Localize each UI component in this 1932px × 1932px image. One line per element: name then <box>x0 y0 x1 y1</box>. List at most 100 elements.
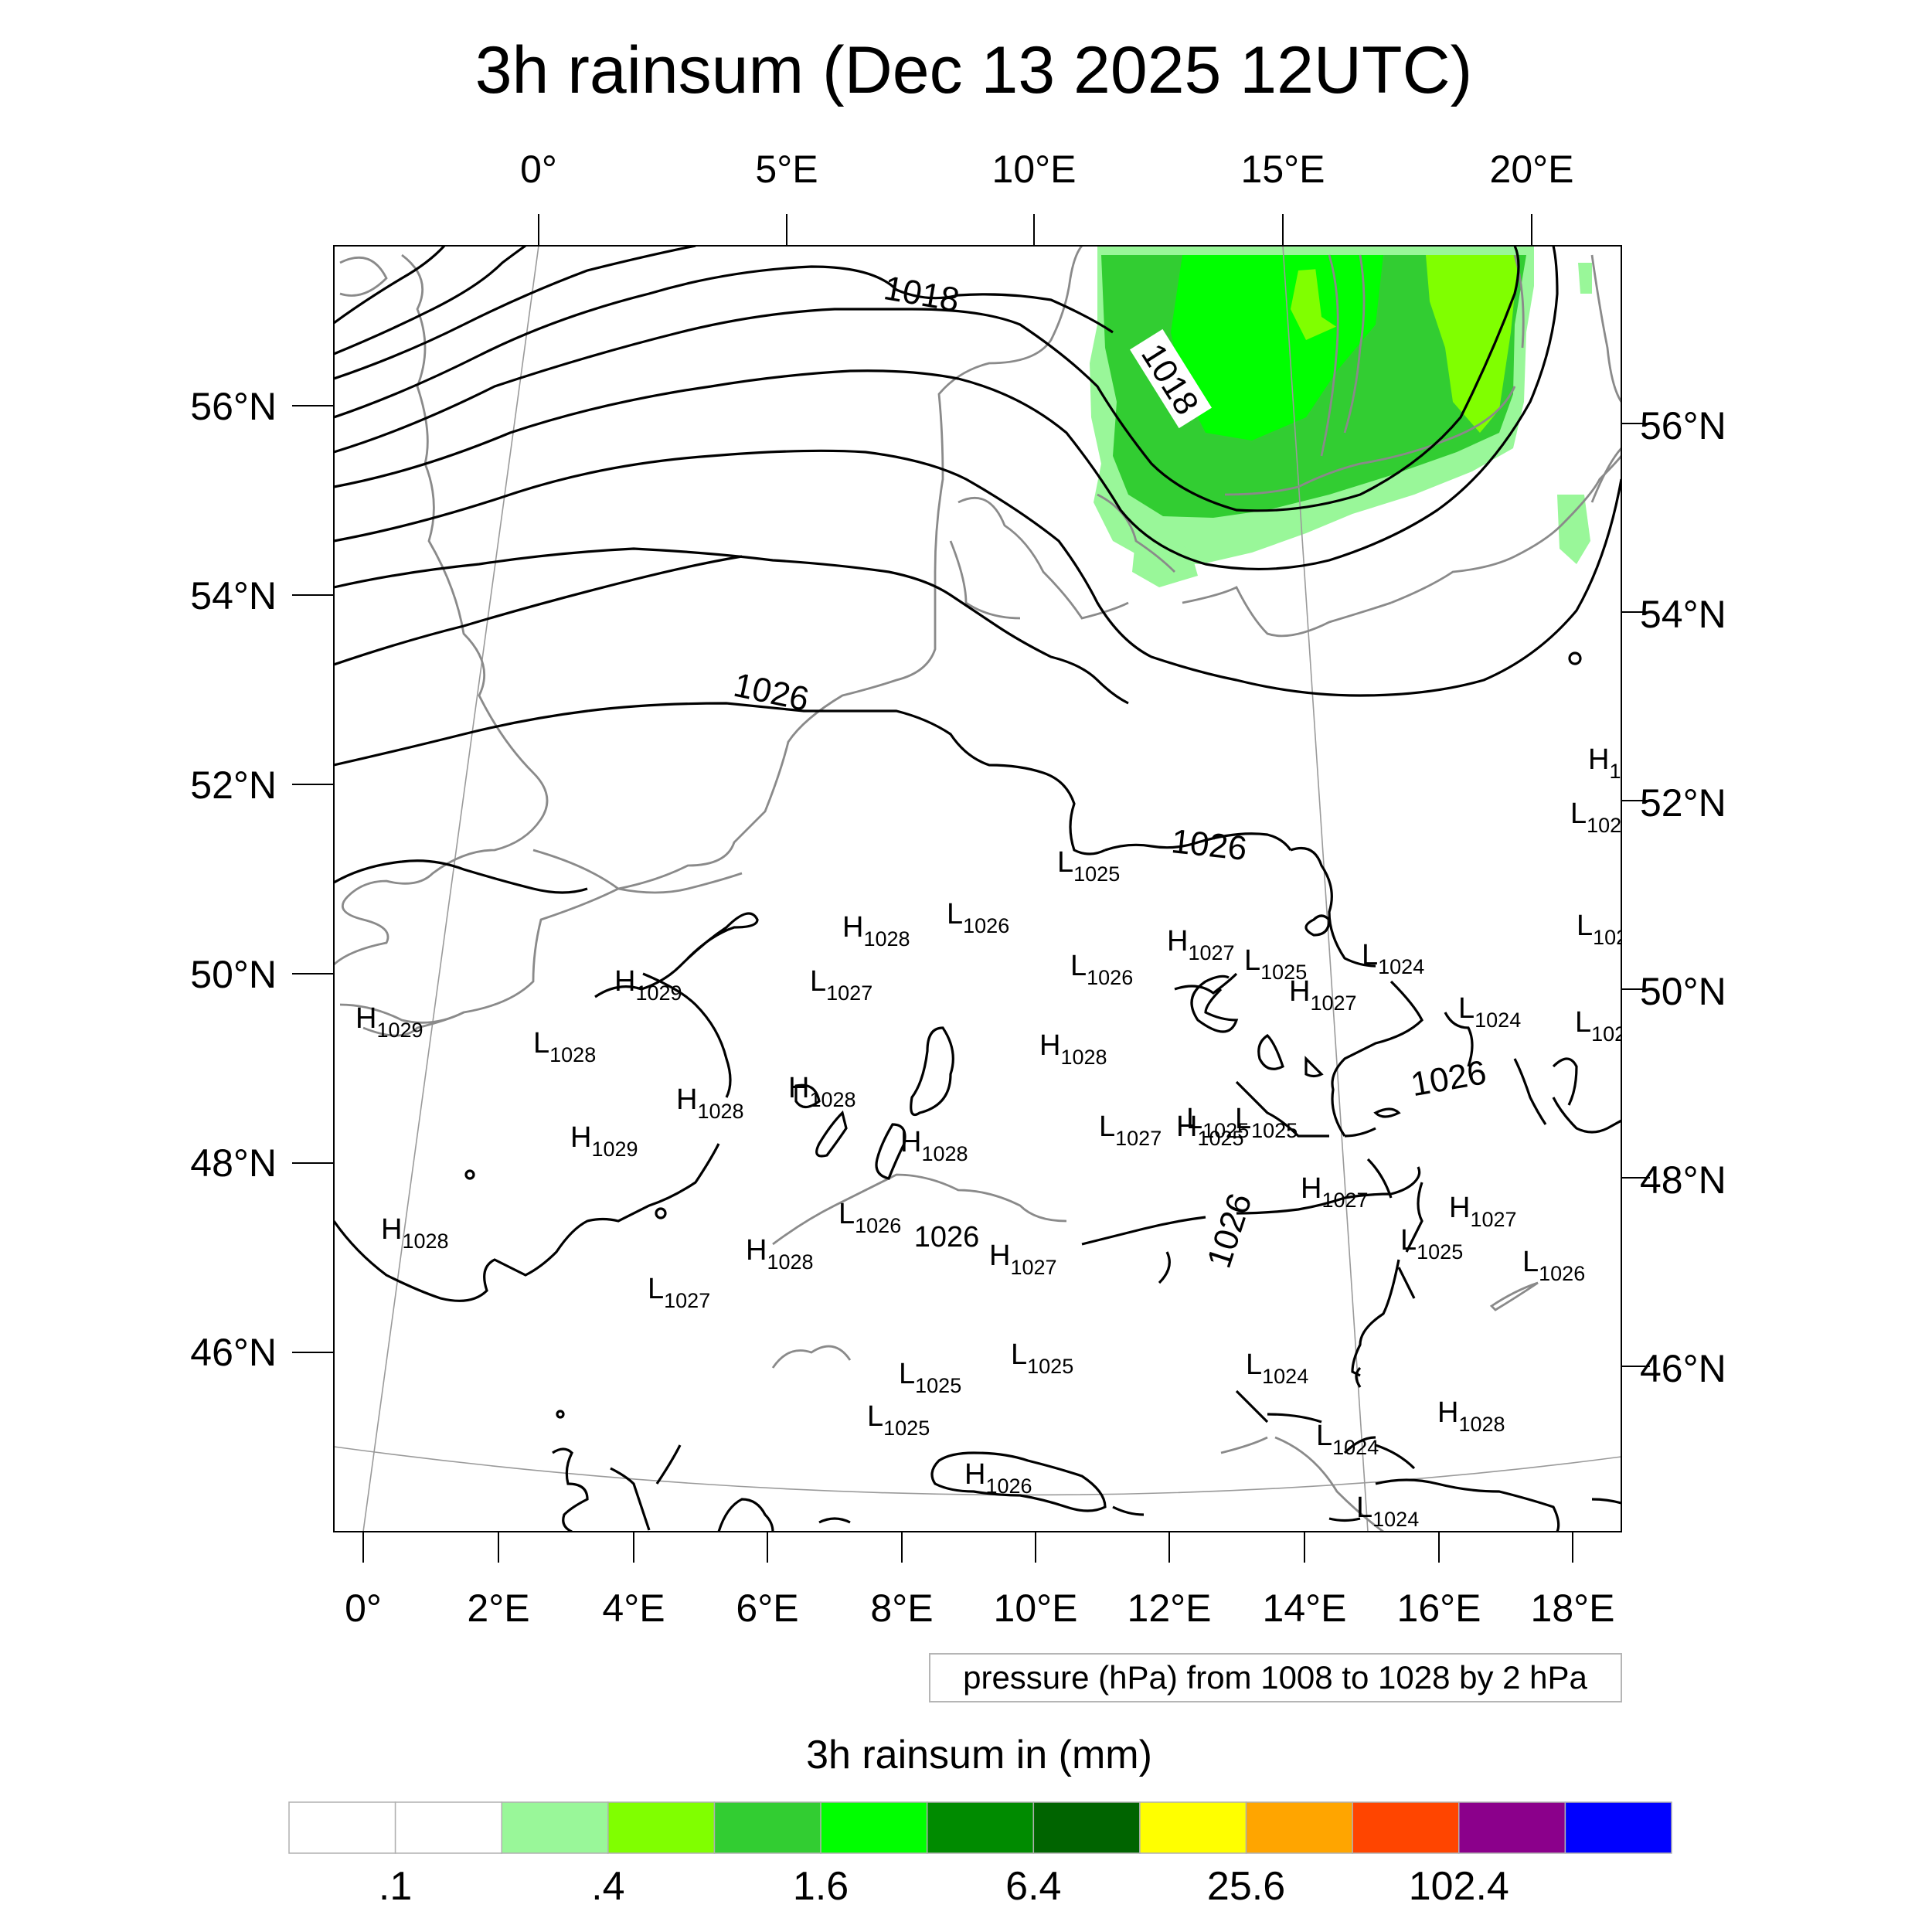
low-pressure-label: L1024 <box>1570 798 1633 837</box>
colorbar-label: 102.4 <box>1409 1864 1509 1909</box>
bottom-lon-label: 10°E <box>994 1587 1078 1630</box>
right-lat-label: 54°N <box>1640 593 1726 636</box>
colorbar-swatch <box>288 1801 396 1854</box>
high-pressure-label: H1028 <box>1437 1396 1505 1436</box>
colorbar-swatch <box>820 1801 928 1854</box>
left-lat-label: 54°N <box>190 574 277 617</box>
right-tick-marks <box>1621 423 1650 1367</box>
low-pressure-label: L1024 <box>1458 992 1521 1032</box>
pressure-centers: H1029 H1029 L1028 H1028 L1027 H1028 L1026 H1028… <box>355 743 1656 1531</box>
colorbar-swatch <box>607 1801 716 1854</box>
colorbar-swatch <box>1032 1801 1141 1854</box>
low-pressure-label: L1028 <box>533 1027 596 1066</box>
low-pressure-label: L1025 <box>1235 1103 1298 1142</box>
bottom-lon-label: 6°E <box>736 1587 798 1630</box>
high-pressure-label: H1027 <box>1289 975 1357 1015</box>
bottom-lon-label: 4°E <box>602 1587 665 1630</box>
low-pressure-label: L1026 <box>838 1198 901 1237</box>
high-pressure-label: H1029 <box>355 1002 423 1042</box>
colorbar-swatch <box>1352 1801 1460 1854</box>
map-title: 3h rainsum (Dec 13 2025 12UTC) <box>475 33 1473 107</box>
low-pressure-label: L1024 <box>1356 1492 1419 1531</box>
top-tick-marks <box>538 214 1532 246</box>
top-lon-label: 0° <box>520 148 557 191</box>
colorbar-labels: .1 .4 1.6 6.4 25.6 102.4 <box>379 1864 1509 1909</box>
high-pressure-label: H1029 <box>570 1121 638 1161</box>
right-lat-label: 52°N <box>1640 781 1726 825</box>
contour-label: 1026 <box>914 1221 980 1253</box>
high-pressure-label: H1028 <box>1588 743 1656 783</box>
high-pressure-label: H1027 <box>1449 1192 1517 1231</box>
low-pressure-label: L1025 <box>1400 1224 1463 1264</box>
right-latitude-labels: 56°N 54°N 52°N 50°N 48°N 46°N <box>1640 404 1726 1390</box>
left-lat-label: 46°N <box>190 1331 277 1374</box>
colorbar-label: 1.6 <box>793 1864 849 1909</box>
right-lat-label: 48°N <box>1640 1158 1726 1202</box>
high-pressure-label: H1028 <box>788 1072 856 1111</box>
colorbar-label: 6.4 <box>1005 1864 1061 1909</box>
left-lat-label: 50°N <box>190 953 277 996</box>
bottom-longitude-labels: 0° 2°E 4°E 6°E 8°E 10°E 12°E 14°E 16°E 1… <box>345 1587 1614 1630</box>
high-pressure-label: H1028 <box>381 1213 449 1253</box>
left-lat-label: 56°N <box>190 385 277 428</box>
colorbar-label: .1 <box>379 1864 412 1909</box>
colorbar-label: 25.6 <box>1207 1864 1285 1909</box>
left-lat-label: 52°N <box>190 764 277 807</box>
colorbar-swatch <box>1458 1801 1566 1854</box>
low-pressure-label: L1027 <box>810 965 872 1005</box>
low-pressure-label: L1024 <box>1316 1420 1379 1459</box>
top-longitude-labels: 0° 5°E 10°E 15°E 20°E <box>520 148 1573 191</box>
colorbar-swatch <box>926 1801 1035 1854</box>
colorbar-label: .4 <box>591 1864 624 1909</box>
map-area: 1018 1018 1026 1026 1026 1026 1026 H1029… <box>334 246 1656 1532</box>
high-pressure-label: H1027 <box>1167 925 1235 964</box>
bottom-lon-label: 16°E <box>1397 1587 1481 1630</box>
low-pressure-label: L1027 <box>1099 1111 1162 1150</box>
bottom-lon-label: 18°E <box>1531 1587 1615 1630</box>
contour-info-text: pressure (hPa) from 1008 to 1028 by 2 hP… <box>963 1659 1587 1696</box>
high-pressure-label: H1028 <box>746 1234 814 1274</box>
low-pressure-label: L1025 <box>1011 1338 1073 1378</box>
left-tick-marks <box>292 405 334 1353</box>
bottom-lon-label: 12°E <box>1128 1587 1212 1630</box>
bottom-tick-marks <box>362 1532 1573 1563</box>
low-pressure-label: L1025 <box>1244 944 1307 984</box>
colorbar <box>288 1801 1672 1854</box>
colorbar-swatch <box>1139 1801 1247 1854</box>
right-lat-label: 56°N <box>1640 404 1726 447</box>
low-pressure-label: L1025 <box>1186 1103 1249 1142</box>
contour-info-box: pressure (hPa) from 1008 to 1028 by 2 hP… <box>929 1653 1622 1702</box>
high-pressure-label: H1025 <box>1176 1111 1244 1150</box>
left-latitude-labels: 56°N 54°N 52°N 50°N 48°N 46°N <box>190 385 277 1374</box>
colorbar-swatch <box>1245 1801 1353 1854</box>
high-pressure-label: H1028 <box>676 1083 744 1123</box>
high-pressure-label: H1028 <box>842 911 910 951</box>
colorbar-swatch <box>713 1801 821 1854</box>
top-lon-label: 10°E <box>992 148 1077 191</box>
high-pressure-label: H1029 <box>614 965 682 1005</box>
high-pressure-label: H1027 <box>1301 1172 1369 1212</box>
right-lat-label: 50°N <box>1640 970 1726 1013</box>
low-pressure-label: L1025 <box>1057 846 1120 886</box>
rain-shading <box>1090 246 1592 587</box>
low-pressure-label: L1025 <box>1575 1006 1638 1046</box>
low-pressure-label: L1026 <box>1522 1246 1585 1285</box>
low-pressure-label: L1027 <box>648 1273 710 1312</box>
colorbar-swatch <box>394 1801 502 1854</box>
colorbar-title: 3h rainsum in (mm) <box>806 1733 1152 1777</box>
high-pressure-label: H1027 <box>989 1240 1057 1279</box>
top-lon-label: 20°E <box>1490 148 1574 191</box>
low-pressure-label: L1024 <box>1362 939 1424 978</box>
bottom-lon-label: 2°E <box>467 1587 529 1630</box>
high-pressure-label: H1028 <box>1039 1029 1107 1069</box>
top-lon-label: 15°E <box>1241 148 1325 191</box>
coastlines <box>334 246 1621 1532</box>
low-pressure-label: L1024 <box>1246 1349 1308 1388</box>
low-pressure-label: L1024 <box>1577 910 1639 949</box>
low-pressure-label: L1026 <box>1070 950 1133 989</box>
left-lat-label: 48°N <box>190 1141 277 1185</box>
isobars <box>334 246 1621 1532</box>
low-pressure-label: L1025 <box>867 1400 930 1440</box>
top-lon-label: 5°E <box>755 148 818 191</box>
